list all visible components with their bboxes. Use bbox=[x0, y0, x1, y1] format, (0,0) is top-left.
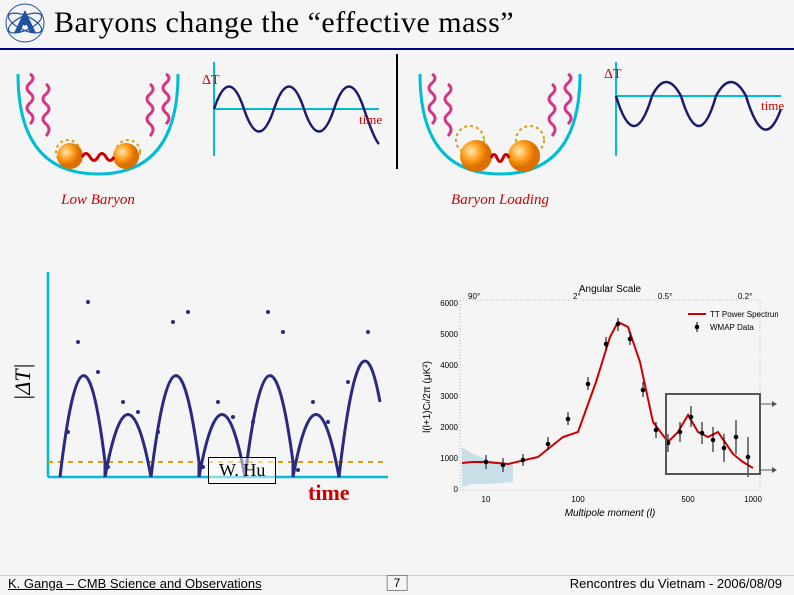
svg-text:Angular Scale: Angular Scale bbox=[579, 284, 642, 295]
svg-text:4000: 4000 bbox=[440, 361, 458, 370]
low-baryon-well: Low Baryon bbox=[8, 54, 188, 214]
svg-text:Baryon Loading: Baryon Loading bbox=[451, 192, 549, 208]
credit-label: W. Hu bbox=[208, 457, 276, 484]
svg-text:90°: 90° bbox=[468, 292, 480, 301]
svg-text:6000: 6000 bbox=[440, 299, 458, 308]
svg-text:Multipole moment (l): Multipole moment (l) bbox=[565, 508, 656, 519]
abs-dt-plot: |ΔT| time W. Hu bbox=[8, 252, 398, 512]
svg-text:500: 500 bbox=[681, 495, 695, 504]
svg-text:0: 0 bbox=[454, 485, 459, 494]
svg-text:100: 100 bbox=[571, 495, 585, 504]
center-divider bbox=[396, 54, 398, 169]
baryon-loading-well: Baryon Loading bbox=[410, 54, 590, 214]
svg-text:time: time bbox=[359, 112, 382, 127]
svg-text:|ΔT|: |ΔT| bbox=[10, 363, 35, 400]
svg-text:l(l+1)Cₗ/2π (μK²): l(l+1)Cₗ/2π (μK²) bbox=[422, 361, 433, 433]
svg-text:0.2°: 0.2° bbox=[738, 292, 752, 301]
footer: K. Ganga – CMB Science and Observations … bbox=[0, 575, 794, 595]
logo-icon bbox=[4, 2, 46, 44]
svg-text:3000: 3000 bbox=[440, 392, 458, 401]
svg-text:time: time bbox=[761, 98, 784, 113]
footer-author: K. Ganga – CMB Science and Observations bbox=[8, 576, 262, 591]
slide-title: Baryons change the “effective mass” bbox=[54, 6, 514, 40]
svg-text:WMAP Data: WMAP Data bbox=[710, 323, 754, 332]
svg-text:time: time bbox=[308, 480, 350, 505]
svg-text:5000: 5000 bbox=[440, 330, 458, 339]
baryon-loading-wave: ΔT time bbox=[596, 54, 786, 174]
svg-text:2°: 2° bbox=[573, 292, 581, 301]
top-diagram-row: Low Baryon ΔT time Baryon Lo bbox=[0, 50, 794, 214]
svg-text:1000: 1000 bbox=[440, 454, 458, 463]
tt-power-spectrum: Angular Scale 90° 2° 0.5° 0.2° 0 1000 20… bbox=[418, 282, 778, 522]
footer-venue: Rencontres du Vietnam - 2006/08/09 bbox=[570, 576, 782, 591]
svg-text:TT Power Spectrum: TT Power Spectrum bbox=[710, 310, 778, 319]
svg-text:10: 10 bbox=[482, 495, 491, 504]
svg-text:1000: 1000 bbox=[744, 495, 762, 504]
low-baryon-wave: ΔT time bbox=[194, 54, 384, 174]
svg-text:ΔT: ΔT bbox=[202, 73, 220, 88]
page-number: 7 bbox=[387, 575, 408, 591]
svg-text:ΔT: ΔT bbox=[604, 67, 622, 82]
svg-text:0.5°: 0.5° bbox=[658, 292, 672, 301]
svg-text:Low Baryon: Low Baryon bbox=[60, 192, 135, 208]
bottom-row: |ΔT| time W. Hu Angular Scale 90° 2° 0.5… bbox=[0, 244, 794, 522]
svg-text:2000: 2000 bbox=[440, 423, 458, 432]
